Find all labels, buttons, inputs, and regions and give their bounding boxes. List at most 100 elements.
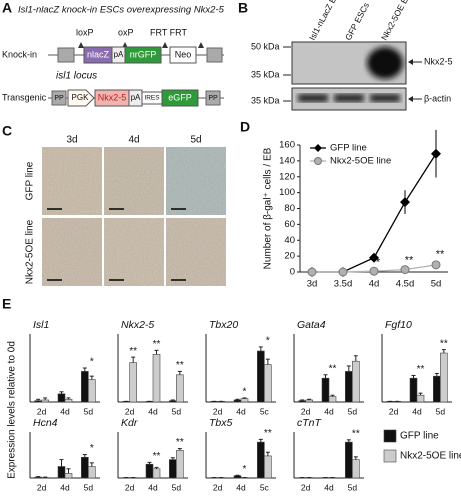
significance: * [376,256,381,268]
arrow-head [408,59,413,65]
bar [81,371,89,403]
legend-marker [314,144,322,152]
bar [64,398,73,403]
x-tick-label: 2d [213,482,223,492]
x-tick-label: 4d [148,482,158,492]
point [369,252,379,263]
bar [176,374,184,403]
box-label: pA [114,50,124,59]
chart-title: Tbx5 [209,417,233,429]
pp-box [51,90,67,106]
panel-letter: A [2,0,12,16]
y-axis-label: Number of β-gal⁺ cells / EB [263,147,274,269]
x-tick-label: 4d [148,406,158,416]
significance: ** [264,428,272,439]
x-tick-label: 5d [84,406,94,416]
x-tick-label: 4d [324,482,334,492]
bar [81,456,89,479]
chart-title: Hcn4 [33,417,58,429]
bar [440,352,448,403]
micrograph-texture [42,147,102,215]
bar [41,399,49,403]
x-tick-label: 2d [37,482,47,492]
box-label: PP [54,95,64,102]
x-tick-label: 5d [431,279,442,290]
box-label: Neo [175,49,192,59]
panel-letter: C [2,123,12,139]
band-label: Nkx2-5 [424,56,453,66]
bar [64,473,73,479]
x-tick-label: 4d [324,406,334,416]
arrow-head [408,96,413,102]
blot-band [298,94,328,102]
lane-label: Nkx2-5OE ESCs [379,0,418,42]
bar [169,459,177,479]
significance: * [266,336,270,347]
bar [257,441,265,479]
micrograph-texture [166,218,226,286]
frt-site [162,42,168,48]
y-tick-label: 20 [284,251,295,262]
x-tick-label: 4d [236,482,246,492]
x-tick-label: 4d [369,279,380,290]
y-tick-label: 120 [279,171,295,182]
significance: ** [153,339,161,350]
micrograph-texture [104,147,164,215]
panel-letter: D [240,119,250,135]
marker-label: 35 kDa [251,95,280,105]
exon [206,47,223,63]
significance: ** [436,248,445,260]
x-tick-label: 3.5d [334,279,353,290]
y-tick-label: 60 [284,219,295,230]
marker-label: 50 kDa [251,41,280,51]
significance: * [90,443,94,454]
column-label: 5d [190,135,201,146]
significance: ** [153,451,161,462]
significance: * [243,387,247,398]
box-label: PGK [72,93,90,102]
pgk-promoter [67,89,95,107]
box-label: nrGFP [130,49,157,59]
micrograph-texture [104,218,164,286]
point [338,267,348,277]
x-tick-label: 5d [348,406,358,416]
bar [328,396,337,403]
blot-band [334,94,364,102]
bar [433,375,441,403]
bar [57,466,66,479]
point [369,266,379,276]
chart-title: Tbx20 [209,319,238,331]
box-label: IRES [144,95,160,102]
x-tick-label: 2d [301,482,311,492]
x-tick-label: 5c [260,406,270,416]
egfp-box [161,89,199,107]
lane-label: GFP ESCs [343,1,371,42]
x-tick-label: 2d [125,482,135,492]
exon [57,47,75,63]
bar [169,400,177,403]
row-label: Nkx2-5OE line [25,219,36,284]
legend-swatch [383,449,397,463]
row-label: GFP line [25,161,36,200]
panel-letter: E [2,296,11,312]
bar [345,441,353,479]
bar [409,377,418,403]
box-label: eGFP [168,92,192,102]
y-tick-label: 0 [290,267,295,278]
x-tick-label: 2d [37,406,47,416]
blot-band [367,47,403,79]
bar [233,399,242,403]
nrgfp-box [124,46,162,64]
bar [416,394,425,403]
bar [240,398,249,403]
row-label: Transgenic [2,92,47,102]
legend-swatch [383,429,397,443]
significance: ** [329,363,337,374]
point [400,197,410,208]
bar [176,450,184,479]
panel-letter: B [238,0,248,16]
neo-box [169,46,197,64]
bar [264,364,272,403]
x-tick-label: 2d [125,406,135,416]
significance: ** [176,437,184,448]
